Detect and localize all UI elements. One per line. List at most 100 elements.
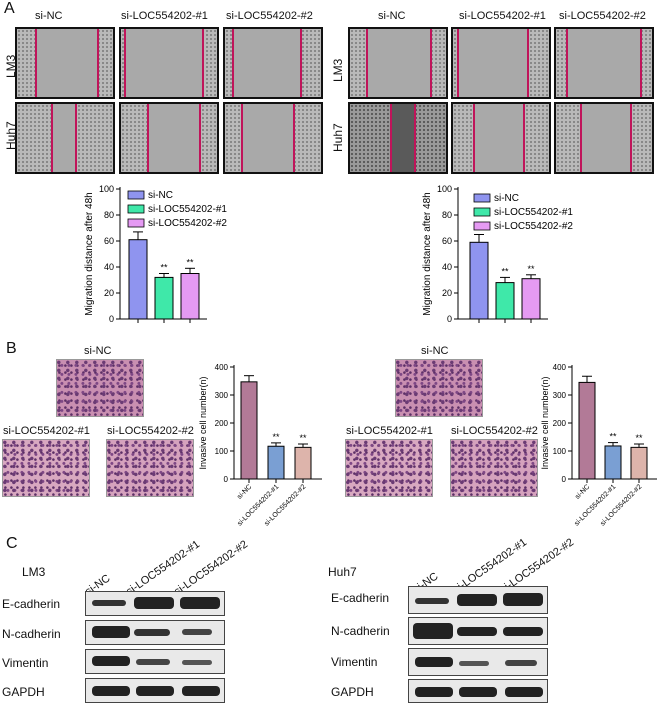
invasion-chart-huh7: Invasive cell number(n) 0 100 200 300 400 si-N… <box>540 363 657 527</box>
wound-image <box>223 27 323 99</box>
blot-strip-gapdh <box>85 678 225 703</box>
legend-entry: si-LOC554202-#1 <box>494 207 573 218</box>
blot-strip-n-cadherin <box>85 620 225 645</box>
y-tick-label: 80 <box>104 210 114 220</box>
y-tick-label: 20 <box>442 288 452 298</box>
bar-si-LOC554202-#1 <box>154 276 174 320</box>
wound-image <box>15 27 115 99</box>
y-axis-label: Migration distance after 48h <box>84 192 95 315</box>
y-axis-label: Migration distance after 48h <box>422 192 433 315</box>
wound-image <box>15 102 115 174</box>
y-tick-label: 300 <box>215 391 229 400</box>
wound-col-si-nc: si-NC <box>35 10 63 22</box>
y-tick-label: 60 <box>104 236 114 246</box>
legend-swatch <box>473 207 491 217</box>
y-tick-label: 0 <box>109 314 114 324</box>
significance-label: ** <box>527 264 535 274</box>
panel-label-c: C <box>6 535 18 552</box>
wound-col-si-nc-right: si-NC <box>378 10 406 22</box>
y-axis-label: Invasive cell number(n) <box>198 376 208 469</box>
transwell-label-si2: si-LOC554202-#2 <box>107 425 194 437</box>
transwell-label-si-nc-right: si-NC <box>421 345 449 357</box>
blot-strip-vimentin-huh7 <box>408 648 548 676</box>
wound-image <box>223 102 323 174</box>
legend-entry: si-NC <box>148 190 173 201</box>
legend-entry: si-NC <box>494 193 519 204</box>
wound-col-si1-right: si-LOC554202-#1 <box>459 10 546 22</box>
panel-label-b: B <box>6 340 17 357</box>
protein-label: GAPDH <box>2 685 45 699</box>
wound-row-lm3-right: LM3 <box>331 58 345 82</box>
y-tick-label: 100 <box>553 447 567 456</box>
y-tick-label: 60 <box>442 236 452 246</box>
wound-image <box>554 102 654 174</box>
y-tick-label: 0 <box>447 314 452 324</box>
legend-swatch <box>127 190 145 200</box>
legend-entry: si-LOC554202-#2 <box>494 221 573 232</box>
bar-si-LOC554202-#2 <box>294 446 312 480</box>
transwell-label-si1: si-LOC554202-#1 <box>3 425 90 437</box>
blot-strip-gapdh-huh7 <box>408 679 548 703</box>
significance-label: ** <box>160 263 168 273</box>
bar-si-NC <box>240 381 258 480</box>
transwell-image <box>56 359 144 417</box>
legend-swatch <box>127 218 145 228</box>
significance-label: ** <box>635 433 643 443</box>
panel-label-a: A <box>4 0 15 17</box>
transwell-label-si2-right: si-LOC554202-#2 <box>451 425 538 437</box>
bar-si-LOC554202-#2 <box>521 278 541 320</box>
y-tick-label: 400 <box>215 363 229 372</box>
transwell-image <box>106 439 194 497</box>
y-tick-label: 400 <box>553 363 567 372</box>
bar-si-NC <box>128 239 148 320</box>
wound-image <box>451 102 551 174</box>
blot-title-huh7: Huh7 <box>328 565 357 579</box>
bar-si-LOC554202-#2 <box>180 273 200 320</box>
y-tick-label: 0 <box>224 475 229 484</box>
blot-strip-e-cadherin <box>85 591 225 616</box>
wound-image <box>119 27 219 99</box>
wound-image <box>554 27 654 99</box>
x-tick-label: si-NC <box>236 483 253 500</box>
y-tick-label: 80 <box>442 210 452 220</box>
wound-row-huh7-right: Huh7 <box>331 123 345 152</box>
invasion-chart-lm3: Invasive cell number(n) 0 100 200 300 400 si-N… <box>198 363 322 527</box>
legend-swatch <box>473 221 491 231</box>
wound-col-si2-right: si-LOC554202-#2 <box>559 10 646 22</box>
y-tick-label: 200 <box>553 419 567 428</box>
x-tick-label: si-NC <box>574 483 591 500</box>
transwell-image <box>2 439 90 497</box>
legend-entry: si-LOC554202-#1 <box>148 204 227 215</box>
bar-si-NC <box>469 241 489 320</box>
blot-strip-n-cadherin-huh7 <box>408 617 548 645</box>
transwell-label-si1-right: si-LOC554202-#1 <box>346 425 433 437</box>
wound-image <box>119 102 219 174</box>
migration-chart-huh7: Migration distance after 48h 0 20 40 60 80 100… <box>422 184 573 324</box>
y-tick-label: 20 <box>104 288 114 298</box>
wound-image <box>451 27 551 99</box>
migration-chart-lm3: Migration distance after 48h 0 20 40 60 80 100… <box>84 184 227 324</box>
y-tick-label: 40 <box>442 262 452 272</box>
bar-si-LOC554202-#1 <box>267 445 285 480</box>
legend-entry: si-LOC554202-#2 <box>148 218 227 229</box>
wound-image <box>348 27 448 99</box>
significance-label: ** <box>609 432 617 442</box>
transwell-label-si-nc: si-NC <box>84 345 112 357</box>
y-tick-label: 100 <box>437 184 452 194</box>
bar-si-LOC554202-#2 <box>630 446 648 480</box>
bar-si-LOC554202-#1 <box>495 282 515 320</box>
bar-si-NC <box>578 381 596 480</box>
legend-swatch <box>473 193 491 203</box>
y-tick-label: 40 <box>104 262 114 272</box>
y-tick-label: 0 <box>562 475 567 484</box>
significance-label: ** <box>186 257 194 267</box>
blot-title-lm3: LM3 <box>22 565 46 579</box>
wound-col-si2: si-LOC554202-#2 <box>226 10 313 22</box>
significance-label: ** <box>272 432 280 442</box>
y-axis-label: Invasive cell number(n) <box>540 376 550 469</box>
protein-label: Vimentin <box>2 656 49 670</box>
protein-label: E-cadherin <box>2 597 61 611</box>
significance-label: ** <box>501 266 509 276</box>
significance-label: ** <box>299 433 307 443</box>
y-tick-label: 200 <box>215 419 229 428</box>
